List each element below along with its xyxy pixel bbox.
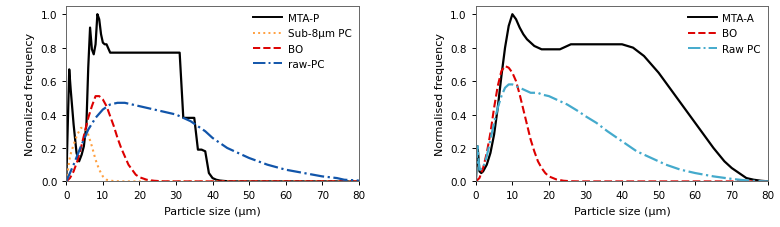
Legend: MTA-A, BO, Raw PC: MTA-A, BO, Raw PC <box>686 12 763 56</box>
Y-axis label: Normalized frequency: Normalized frequency <box>25 33 35 155</box>
Legend: MTA-P, Sub-8μm PC, BO, raw-PC: MTA-P, Sub-8μm PC, BO, raw-PC <box>251 12 353 72</box>
Y-axis label: Normalised frequency: Normalised frequency <box>434 33 445 155</box>
X-axis label: Particle size (μm): Particle size (μm) <box>573 206 671 216</box>
X-axis label: Particle size (μm): Particle size (μm) <box>164 206 261 216</box>
